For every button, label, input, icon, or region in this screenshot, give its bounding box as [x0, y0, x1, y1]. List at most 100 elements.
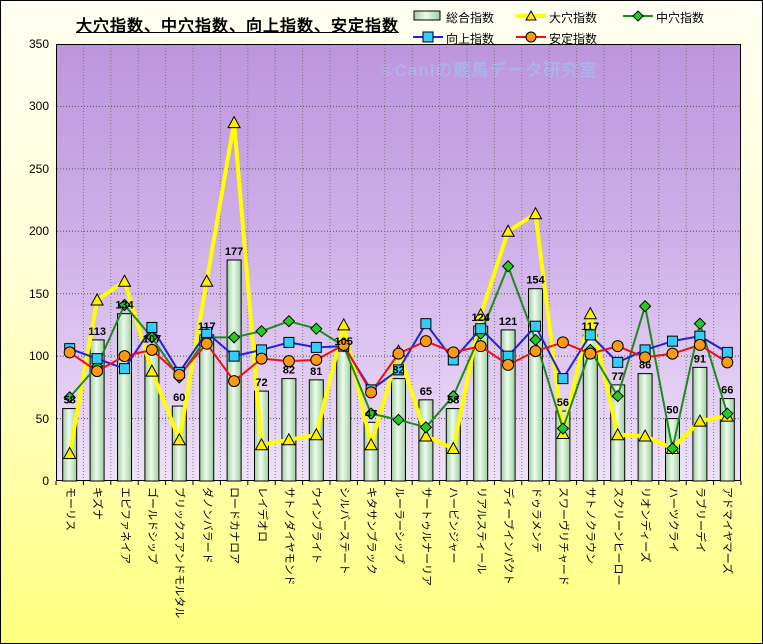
marker-大穴指数-ダノンバラード	[199, 274, 214, 287]
x-axis-label-ハーツクライ: ハーツクライ	[666, 487, 679, 553]
x-axis-label-サトノクラウン: サトノクラウン	[584, 487, 597, 564]
marker-大穴指数-サトノクラウン	[583, 306, 598, 320]
bar-value-label: 56	[557, 397, 569, 409]
x-axis-label-リアルスティール: リアルスティール	[474, 487, 487, 575]
marker-安定指数-ブリックスアンドモルタル	[173, 368, 186, 381]
marker-大穴指数-リアルスティール	[473, 307, 488, 321]
marker-大穴指数-レイデオロ	[254, 437, 269, 451]
marker-大穴指数-ロードカナロア	[227, 115, 241, 129]
bar-value-label: 66	[721, 385, 733, 397]
x-axis-label-リオンディーズ: リオンディーズ	[639, 487, 652, 563]
bar-value-label: 91	[694, 353, 706, 365]
marker-中穴指数-ルーラーシップ	[392, 413, 405, 427]
marker-向上指数-ルーラーシップ	[393, 364, 404, 376]
bar-value-label: 105	[335, 336, 353, 348]
bar-value-label: 117	[198, 321, 216, 333]
marker-向上指数-ドゥラメンテ	[530, 320, 541, 332]
bar-value-label: 107	[143, 333, 161, 345]
bar-ダノンバラード	[199, 334, 215, 482]
bar-エピファネイア	[117, 313, 132, 482]
legend-label: 大穴指数	[549, 11, 598, 25]
y-axis-tick-label: 150	[28, 286, 49, 301]
marker-大穴指数-ウインブライト	[309, 427, 324, 441]
marker-安定指数-サートゥルナーリア	[419, 335, 432, 348]
legend-item-総合指数: 総合指数	[413, 10, 495, 25]
marker-大穴指数-リオンディーズ	[638, 429, 652, 442]
marker-大穴指数-ドゥラメンテ	[528, 206, 543, 220]
x-axis-label-キズナ: キズナ	[91, 487, 104, 520]
marker-大穴指数-モーリス	[62, 446, 77, 460]
x-axis-label-ディープインパクト: ディープインパクト	[502, 487, 515, 585]
marker-向上指数-ハーツクライ	[667, 335, 678, 347]
marker-大穴指数-シルバーステート	[336, 317, 351, 331]
bar-ロードカナロア	[226, 259, 242, 482]
bar-リオンディーズ	[637, 373, 653, 482]
marker-中穴指数-ハーツクライ	[666, 442, 679, 455]
x-axis-label-ラブリーデイ: ラブリーデイ	[693, 487, 706, 553]
marker-大穴指数-スクリーンヒーロー	[610, 427, 625, 441]
legend-item-大穴指数: 大穴指数	[516, 9, 598, 25]
marker-安定指数-ドゥラメンテ	[529, 345, 542, 358]
x-axis-label-ウインブライト: ウインブライト	[310, 487, 323, 564]
marker-中穴指数-キタサンブラック	[364, 407, 378, 420]
bar-value-label: 124	[472, 312, 491, 324]
bar-ルーラーシップ	[391, 378, 406, 482]
marker-安定指数-サトノダイヤモンド	[282, 355, 295, 368]
marker-大穴指数-ラブリーデイ	[693, 414, 707, 427]
marker-中穴指数-ハービンジャー	[447, 389, 460, 403]
marker-安定指数-ハーツクライ	[666, 347, 679, 360]
marker-大穴指数-キタサンブラック	[364, 437, 378, 451]
marker-向上指数-スクリーンヒーロー	[612, 356, 624, 368]
marker-向上指数-スワーヴリチャード	[557, 373, 569, 385]
y-axis-tick-label: 100	[28, 349, 49, 364]
marker-安定指数-ハービンジャー	[447, 346, 460, 359]
marker-向上指数-サートゥルナーリア	[420, 318, 432, 330]
y-axis-tick-label: 0	[42, 474, 49, 488]
bar-value-label: 60	[173, 392, 185, 404]
marker-向上指数-ロードカナロア	[228, 350, 240, 362]
bar-value-label: 58	[447, 395, 459, 407]
marker-安定指数-ダノンバラード	[200, 337, 213, 350]
marker-大穴指数-サートゥルナーリア	[419, 429, 433, 442]
marker-中穴指数-エピファネイア	[118, 298, 131, 312]
marker-安定指数-ルーラーシップ	[392, 347, 405, 360]
x-axis-label-シルバーステート: シルバーステート	[337, 487, 350, 575]
legend-swatch-circle-icon	[516, 30, 546, 49]
marker-安定指数-ラブリーデイ	[693, 338, 706, 351]
marker-安定指数-リアルスティール	[474, 340, 487, 353]
y-axis-tick-label: 250	[28, 161, 49, 176]
marker-向上指数-ウインブライト	[310, 341, 322, 353]
x-axis-label-ロードカナロア: ロードカナロア	[228, 487, 241, 564]
marker-大穴指数-サトノダイヤモンド	[282, 432, 296, 446]
x-axis-label-ドゥラメンテ: ドゥラメンテ	[529, 487, 542, 553]
marker-向上指数-キズナ	[91, 353, 103, 365]
marker-安定指数-エピファネイア	[118, 350, 131, 363]
marker-中穴指数-スクリーンヒーロー	[611, 389, 624, 403]
marker-中穴指数-ラブリーデイ	[693, 317, 707, 330]
x-axis-label-アドマイヤマーズ: アドマイヤマーズ	[721, 487, 734, 575]
bar-value-label: 50	[666, 405, 678, 417]
legend-label: 総合指数	[446, 11, 495, 25]
y-axis-tick-label: 350	[28, 37, 49, 51]
y-axis-tick-label: 200	[28, 224, 49, 239]
marker-中穴指数-モーリス	[63, 391, 76, 404]
legend-item-安定指数: 安定指数	[516, 30, 598, 49]
marker-安定指数-レイデオロ	[255, 352, 268, 365]
marker-向上指数-ゴールドシップ	[146, 321, 158, 333]
legend-label: 安定指数	[549, 32, 598, 46]
bar-value-label: 82	[392, 365, 404, 377]
bar-value-label: 65	[420, 386, 432, 398]
x-axis-label-ブリックスアンドモルタル: ブリックスアンドモルタル	[173, 487, 186, 619]
marker-安定指数-キタサンブラック	[365, 386, 378, 399]
marker-大穴指数-キズナ	[90, 292, 104, 306]
watermark-text: ©Caniの競馬データ研究室	[381, 61, 598, 80]
x-axis-label-スワーヴリチャード: スワーヴリチャード	[556, 487, 569, 586]
marker-安定指数-ディープインパクト	[502, 358, 515, 371]
bar-value-label: 72	[255, 377, 267, 389]
marker-中穴指数-ウインブライト	[310, 322, 323, 335]
marker-安定指数-モーリス	[63, 346, 76, 359]
x-axis-label-スクリーンヒーロー: スクリーンヒーロー	[611, 487, 624, 586]
bar-ドゥラメンテ	[528, 288, 543, 482]
marker-中穴指数-スワーヴリチャード	[556, 422, 570, 435]
